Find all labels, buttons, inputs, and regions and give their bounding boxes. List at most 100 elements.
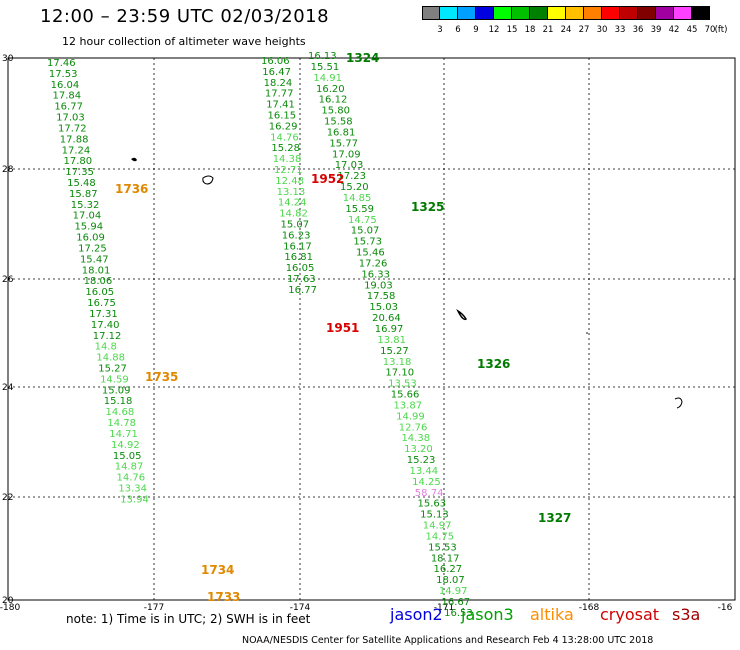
wave-height-reading: 15.66	[391, 390, 420, 401]
wave-height-reading: 13.53	[388, 379, 417, 390]
pass-time-label: 1733	[207, 590, 240, 604]
wave-height-reading: 15.13	[420, 510, 449, 521]
wave-height-reading: 17.10	[385, 368, 414, 379]
wave-height-reading: 12.71	[274, 165, 303, 176]
wave-height-reading: 15.07	[281, 220, 310, 231]
satellite-cryosat: cryosat	[600, 605, 660, 624]
wave-height-reading: 14.99	[396, 411, 425, 422]
wave-height-reading: 18.06	[84, 276, 113, 287]
wave-height-reading: 17.77	[265, 89, 294, 100]
legend-label-12: 12	[488, 25, 500, 35]
wave-height-reading: 13.34	[118, 483, 147, 494]
wave-height-reading: 15.59	[345, 204, 374, 215]
page-subtitle: 12 hour collection of altimeter wave hei…	[62, 35, 306, 48]
wave-height-reading: 17.53	[49, 69, 78, 80]
legend-label-30: 30	[596, 25, 608, 35]
wave-height-reading: 17.03	[56, 113, 85, 124]
pass-time-label: 1326	[477, 357, 510, 371]
wave-height-reading: 17.58	[367, 291, 396, 302]
wave-height-reading: 17.41	[266, 100, 295, 111]
wave-height-reading: 13.44	[409, 466, 438, 477]
y-tick-label: 26	[2, 275, 14, 285]
wave-height-reading: 17.09	[332, 149, 361, 160]
wave-height-reading: 58.74	[415, 488, 444, 499]
wave-height-reading: 13.18	[383, 357, 412, 368]
wave-height-reading: 15.80	[321, 106, 350, 117]
legend-swatch-24	[548, 6, 566, 20]
wave-height-reading: 16.09	[76, 233, 105, 244]
wave-height-reading: 15.27	[98, 363, 127, 374]
wave-height-reading: 15.73	[353, 237, 382, 248]
pass-time-label: 1736	[115, 182, 148, 196]
footnote: note: 1) Time is in UTC; 2) SWH is in fe…	[66, 612, 311, 626]
wave-height-reading: 14.75	[425, 531, 454, 542]
satellite-jason3: jason3	[461, 605, 514, 624]
wave-height-reading: 17.63	[287, 274, 316, 285]
wave-height-reading: 14.71	[109, 429, 138, 440]
wave-height-reading: 15.47	[80, 254, 109, 265]
wave-height-reading: 16.97	[375, 324, 404, 335]
wave-height-reading: 16.27	[433, 564, 462, 575]
wave-height-reading: 13.13	[277, 187, 306, 198]
color-legend: 3 6 9 12 15 18 21 24 27 30 33 36 39 42 45 70 (ft)	[422, 6, 738, 40]
legend-label-27: 27	[578, 25, 590, 35]
legend-label-24: 24	[560, 25, 572, 35]
x-tick-label: -174	[290, 603, 311, 613]
x-tick-label: -16	[718, 603, 733, 613]
wave-height-reading: 17.40	[91, 320, 120, 331]
wave-height-reading: 16.75	[87, 298, 116, 309]
wave-height-reading: 16.67	[442, 597, 471, 608]
legend-swatch-30	[584, 6, 602, 20]
wave-height-reading: 17.80	[63, 156, 92, 167]
wave-height-reading: 17.46	[47, 58, 76, 69]
y-tick-label: 24	[2, 383, 14, 393]
island-shape	[586, 332, 588, 334]
wave-height-reading: 14.38	[401, 433, 430, 444]
satellite-altika: altika	[530, 605, 574, 624]
wave-height-reading: 15.46	[356, 248, 385, 259]
wave-height-reading: 14.88	[96, 353, 125, 364]
wave-height-reading: 15.03	[369, 302, 398, 313]
wave-height-reading: 15.23	[407, 455, 436, 466]
wave-height-reading: 15.77	[329, 138, 358, 149]
wave-height-reading: 16.47	[262, 67, 291, 78]
legend-label-42: 42	[668, 25, 680, 35]
wave-height-reading: 15.63	[417, 499, 446, 510]
wave-height-reading: 16.81	[284, 252, 313, 263]
wave-height-reading: 13.94	[120, 494, 149, 505]
wave-height-reading: 17.04	[73, 211, 102, 222]
legend-frame	[422, 6, 710, 20]
x-tick-label: -180	[0, 603, 20, 613]
wave-height-reading: 20.64	[372, 313, 401, 324]
wave-height-reading: 14.85	[343, 193, 372, 204]
wave-height-reading: 14.92	[111, 440, 140, 451]
y-tick-label: 20	[2, 596, 14, 606]
wave-height-reading: 18.24	[264, 78, 293, 89]
wave-height-reading: 16.77	[288, 285, 317, 296]
wave-height-reading: 17.03	[335, 160, 364, 171]
wave-height-reading: 16.12	[319, 95, 348, 106]
wave-height-reading: 17.24	[62, 145, 91, 156]
legend-swatch-45	[674, 6, 692, 20]
wave-height-reading: 17.72	[58, 123, 87, 134]
legend-swatch-3	[422, 6, 440, 20]
wave-height-reading: 15.51	[311, 62, 340, 73]
satellite-s3a: s3a	[672, 605, 701, 624]
wave-height-reading: 16.81	[327, 127, 356, 138]
wave-height-reading: 17.88	[60, 134, 89, 145]
wave-height-reading: 14.75	[348, 215, 377, 226]
pass-time-label: 1952	[311, 172, 344, 186]
pass-time-label: 1951	[326, 321, 359, 335]
pass-time-label: 1735	[145, 370, 178, 384]
wave-height-reading: 16.13	[308, 51, 337, 62]
wave-height-reading: 14.97	[423, 521, 452, 532]
wave-height-reading: 16.33	[361, 269, 390, 280]
wave-height-reading: 15.20	[340, 182, 369, 193]
legend-label-9: 9	[473, 25, 479, 35]
wave-height-reading: 14.78	[107, 418, 136, 429]
wave-height-reading: 14.25	[412, 477, 441, 488]
wave-height-reading: 14.8	[95, 342, 117, 353]
wave-height-reading: 16.04	[51, 80, 80, 91]
legend-swatch-6	[440, 6, 458, 20]
